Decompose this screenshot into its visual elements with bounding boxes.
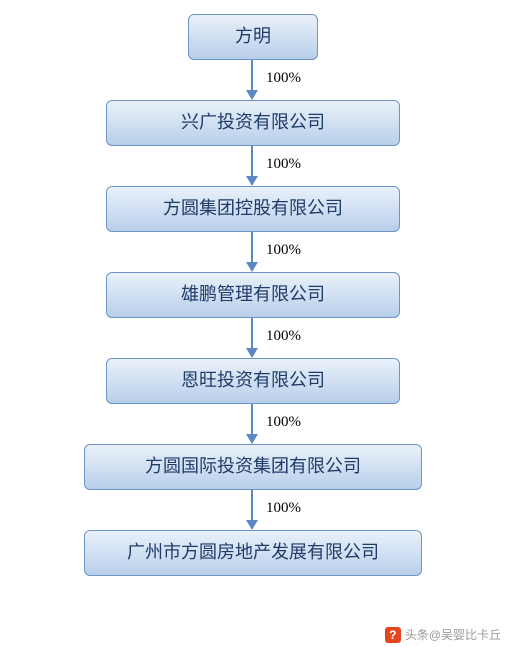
node-n2: 方圆集团控股有限公司 xyxy=(106,186,400,232)
node-n0: 方明 xyxy=(188,14,318,60)
edge-label: 100% xyxy=(266,414,301,431)
edge-n1-n2 xyxy=(246,146,258,186)
watermark-icon: ? xyxy=(385,627,401,643)
node-label: 兴广投资有限公司 xyxy=(181,112,325,134)
node-label: 方圆集团控股有限公司 xyxy=(163,198,343,220)
node-label: 方圆国际投资集团有限公司 xyxy=(145,456,361,478)
edge-label: 100% xyxy=(266,242,301,259)
ownership-flowchart: 方明兴广投资有限公司方圆集团控股有限公司雄鹏管理有限公司恩旺投资有限公司方圆国际… xyxy=(0,0,507,620)
node-n4: 恩旺投资有限公司 xyxy=(106,358,400,404)
edge-n4-n5 xyxy=(246,404,258,444)
node-n5: 方圆国际投资集团有限公司 xyxy=(84,444,422,490)
node-label: 广州市方圆房地产发展有限公司 xyxy=(127,542,379,564)
watermark-text: 头条@吴婴比卡丘 xyxy=(405,626,501,643)
edge-label: 100% xyxy=(266,328,301,345)
edge-label: 100% xyxy=(266,500,301,517)
edge-n0-n1 xyxy=(246,60,258,100)
node-n3: 雄鹏管理有限公司 xyxy=(106,272,400,318)
arrow-down-icon xyxy=(246,348,258,358)
arrow-down-icon xyxy=(246,90,258,100)
arrow-down-icon xyxy=(246,176,258,186)
edge-label: 100% xyxy=(266,70,301,87)
node-label: 雄鹏管理有限公司 xyxy=(181,284,325,306)
edge-n5-n6 xyxy=(246,490,258,530)
arrow-down-icon xyxy=(246,262,258,272)
arrow-down-icon xyxy=(246,520,258,530)
edge-n3-n4 xyxy=(246,318,258,358)
arrow-down-icon xyxy=(246,434,258,444)
node-label: 方明 xyxy=(235,26,271,48)
edge-label: 100% xyxy=(266,156,301,173)
node-n1: 兴广投资有限公司 xyxy=(106,100,400,146)
node-label: 恩旺投资有限公司 xyxy=(181,370,325,392)
edge-n2-n3 xyxy=(246,232,258,272)
watermark: ? 头条@吴婴比卡丘 xyxy=(385,626,501,643)
node-n6: 广州市方圆房地产发展有限公司 xyxy=(84,530,422,576)
